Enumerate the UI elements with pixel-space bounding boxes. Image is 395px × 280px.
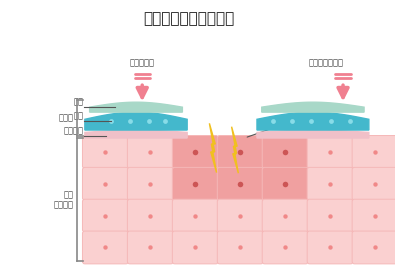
Point [372, 150, 378, 154]
Point [327, 213, 333, 218]
FancyBboxPatch shape [262, 231, 308, 264]
Point [127, 119, 133, 123]
Point [270, 119, 276, 123]
FancyBboxPatch shape [262, 167, 308, 200]
Text: ドライアイの目の表面: ドライアイの目の表面 [143, 11, 235, 26]
Point [237, 181, 243, 186]
Point [102, 181, 109, 186]
Point [147, 150, 154, 154]
Polygon shape [262, 102, 364, 112]
FancyBboxPatch shape [83, 167, 128, 200]
Polygon shape [257, 130, 369, 138]
Point [146, 119, 152, 123]
Point [327, 181, 333, 186]
Point [192, 150, 198, 154]
FancyBboxPatch shape [172, 167, 218, 200]
FancyBboxPatch shape [217, 231, 263, 264]
Text: 目の
表面細胞: 目の 表面細胞 [53, 190, 73, 209]
FancyBboxPatch shape [83, 199, 128, 232]
FancyBboxPatch shape [352, 167, 395, 200]
FancyBboxPatch shape [217, 167, 263, 200]
Point [237, 150, 243, 154]
Point [192, 181, 198, 186]
Text: 油層: 油層 [74, 97, 84, 106]
Text: 涙量の減少: 涙量の減少 [130, 58, 155, 67]
FancyBboxPatch shape [128, 167, 173, 200]
Polygon shape [85, 130, 187, 138]
FancyBboxPatch shape [128, 136, 173, 168]
FancyBboxPatch shape [352, 136, 395, 168]
Point [192, 213, 198, 218]
Point [327, 245, 333, 250]
Point [147, 245, 154, 250]
Point [237, 245, 243, 250]
FancyBboxPatch shape [262, 136, 308, 168]
FancyBboxPatch shape [217, 199, 263, 232]
Point [308, 119, 315, 123]
FancyBboxPatch shape [172, 136, 218, 168]
Point [102, 245, 109, 250]
Point [237, 213, 243, 218]
Point [289, 119, 295, 123]
Polygon shape [257, 112, 369, 130]
FancyBboxPatch shape [307, 167, 353, 200]
Point [147, 213, 154, 218]
Point [147, 181, 154, 186]
FancyBboxPatch shape [217, 136, 263, 168]
FancyBboxPatch shape [172, 231, 218, 264]
Point [282, 181, 288, 186]
Text: 水層: 水層 [74, 111, 84, 120]
Point [346, 119, 353, 123]
Point [327, 150, 333, 154]
Point [162, 119, 168, 123]
FancyBboxPatch shape [307, 231, 353, 264]
Point [107, 119, 114, 123]
Text: ドライスポット: ドライスポット [308, 58, 343, 67]
FancyBboxPatch shape [172, 199, 218, 232]
Text: 涙液層: 涙液層 [58, 114, 73, 123]
FancyBboxPatch shape [307, 199, 353, 232]
FancyBboxPatch shape [352, 231, 395, 264]
Point [372, 213, 378, 218]
Point [282, 213, 288, 218]
Point [282, 150, 288, 154]
Polygon shape [90, 102, 182, 112]
Point [102, 213, 109, 218]
Point [192, 245, 198, 250]
Point [372, 245, 378, 250]
Polygon shape [85, 112, 187, 130]
FancyBboxPatch shape [128, 199, 173, 232]
Polygon shape [209, 123, 216, 172]
Point [327, 119, 334, 123]
Polygon shape [231, 127, 238, 173]
Point [282, 245, 288, 250]
FancyBboxPatch shape [83, 231, 128, 264]
FancyBboxPatch shape [262, 199, 308, 232]
FancyBboxPatch shape [352, 199, 395, 232]
FancyBboxPatch shape [307, 136, 353, 168]
Point [372, 181, 378, 186]
Point [102, 150, 109, 154]
FancyBboxPatch shape [83, 136, 128, 168]
FancyBboxPatch shape [128, 231, 173, 264]
Text: ムチン層: ムチン層 [64, 126, 84, 135]
